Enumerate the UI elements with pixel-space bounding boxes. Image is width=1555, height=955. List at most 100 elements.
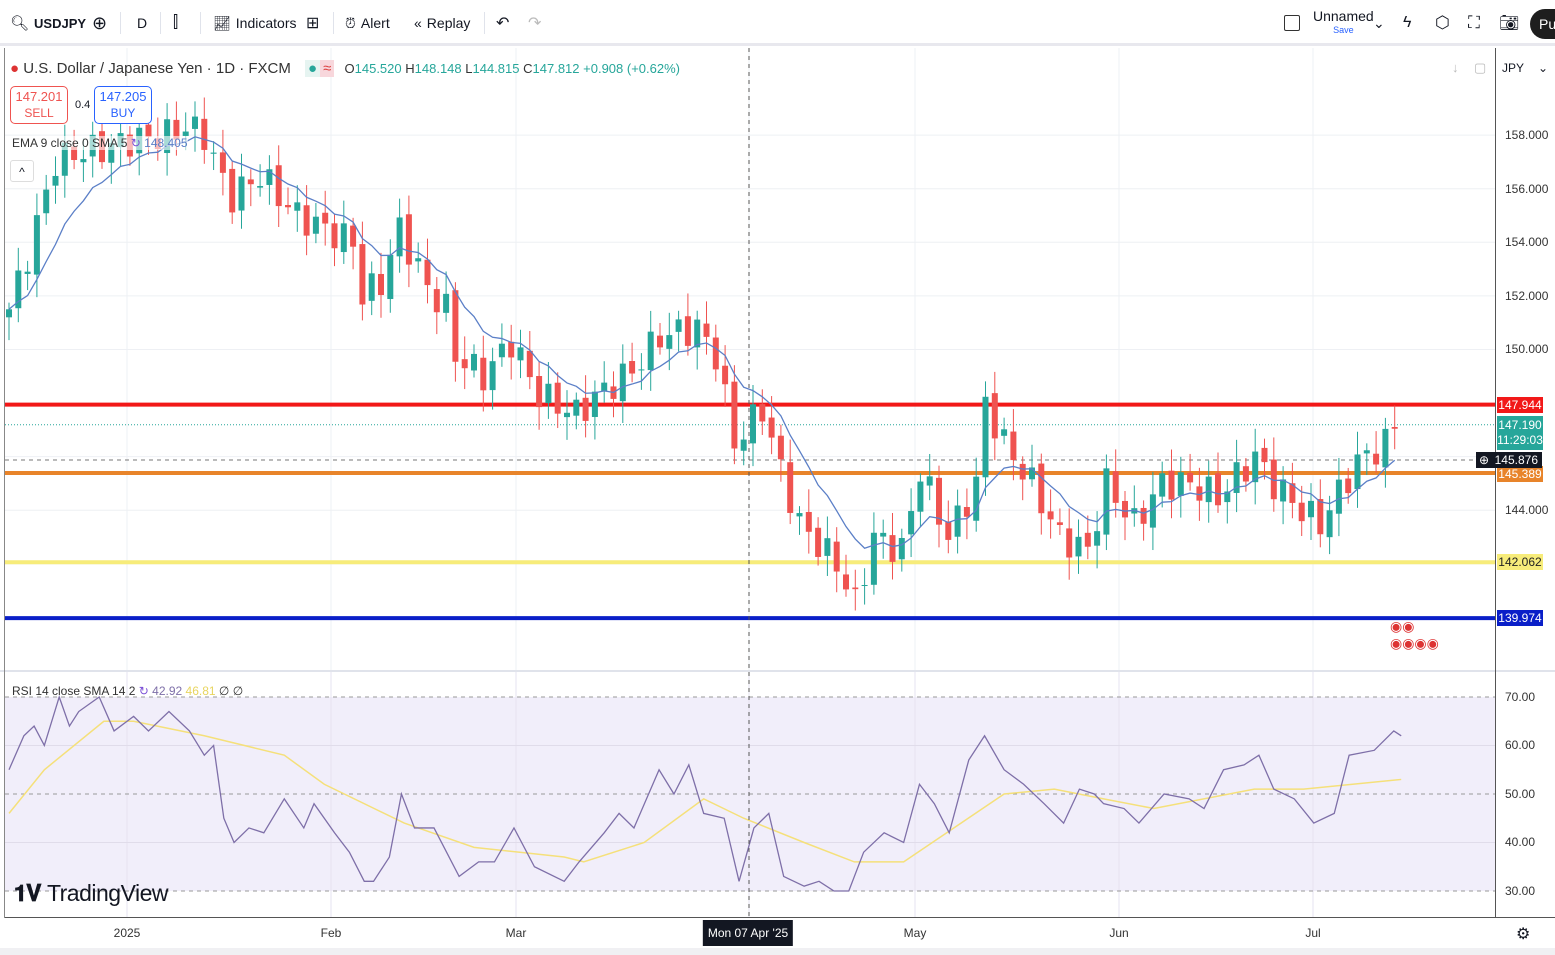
candle-body xyxy=(1066,528,1073,558)
candle-body xyxy=(33,215,40,275)
candle-body xyxy=(870,532,877,585)
rsi-label: 50.00 xyxy=(1505,787,1536,801)
candle-body xyxy=(1140,507,1147,524)
settings-icon[interactable]: ⬡ xyxy=(1435,13,1450,32)
rsi-sma-line xyxy=(8,720,1402,863)
candle-body xyxy=(1391,426,1398,429)
candles-icon[interactable]: ⫿ xyxy=(173,14,179,31)
layouts-icon[interactable]: ⊞ xyxy=(306,15,320,32)
candle-body xyxy=(387,254,394,300)
candle-body xyxy=(480,357,487,391)
candle-body xyxy=(24,271,31,274)
delayed-icon: ≈ xyxy=(320,60,335,77)
undo-icon[interactable]: ↶ xyxy=(496,15,510,32)
candle-body xyxy=(1205,476,1212,503)
settings-icon[interactable]: ⚙ xyxy=(1516,926,1531,943)
candle-body xyxy=(247,179,254,185)
camera-icon[interactable]: 📷︎ xyxy=(1499,15,1520,32)
candle-body xyxy=(601,382,608,392)
candle-body xyxy=(1010,431,1017,461)
add-symbol-icon[interactable]: ⊕ xyxy=(92,12,108,33)
candle-body xyxy=(173,119,180,140)
replay-button[interactable]: «Replay xyxy=(414,15,471,31)
candle-body xyxy=(1094,531,1101,546)
buy-button[interactable]: 147.205 BUY xyxy=(94,86,152,124)
candle-body xyxy=(815,527,822,557)
candle-body xyxy=(1270,459,1277,500)
crosshair-price-tag: ⊕ 145.876 xyxy=(1476,452,1542,468)
candle-body xyxy=(1308,500,1314,518)
candle-body xyxy=(954,505,961,537)
publish-button[interactable]: Pu xyxy=(1530,9,1555,39)
arrow-down-icon[interactable]: ↓ xyxy=(1452,60,1459,75)
candle-body xyxy=(257,186,264,188)
candle-body xyxy=(80,159,87,163)
layout-name-button[interactable]: Unnamed Save xyxy=(1313,8,1374,35)
candle-body xyxy=(201,118,208,150)
candle-body xyxy=(71,146,78,160)
rsi-pane[interactable] xyxy=(5,672,1495,917)
candle-body xyxy=(1317,499,1324,535)
candle-body xyxy=(145,124,152,137)
rsi-label: 30.00 xyxy=(1505,884,1536,898)
candle-body xyxy=(536,376,543,408)
time-label: Mar xyxy=(505,926,527,940)
candle-body xyxy=(926,476,933,486)
currency-select[interactable]: JPY ⌄ xyxy=(1502,61,1548,83)
alarm-icon: ⏰︎ xyxy=(345,14,356,31)
candle-body xyxy=(638,369,645,371)
candle-body xyxy=(331,223,338,249)
candle-body xyxy=(629,361,636,374)
interval-button[interactable]: D xyxy=(137,15,148,31)
symbol-search[interactable]: 🔍︎ USDJPY xyxy=(10,15,87,32)
candle-body xyxy=(6,309,12,318)
candle-body xyxy=(554,382,561,414)
candle-body xyxy=(61,142,68,176)
candle-body xyxy=(1363,450,1370,454)
candle-body xyxy=(1335,479,1342,514)
chevron-down-icon[interactable]: ⌄ xyxy=(1373,14,1385,31)
candle-body xyxy=(1382,428,1389,468)
price-axis[interactable] xyxy=(1495,48,1555,918)
candle-body xyxy=(1289,483,1296,503)
candle-body xyxy=(396,217,403,257)
candle-body xyxy=(368,273,375,301)
candle-body xyxy=(461,359,468,369)
time-label: May xyxy=(903,926,927,940)
candle-body xyxy=(192,116,198,129)
candle-body xyxy=(526,350,533,378)
candle-body xyxy=(1298,502,1305,522)
candle-body xyxy=(833,541,840,572)
rsi-label: 60.00 xyxy=(1505,738,1536,752)
indicators-icon: 📈︎ xyxy=(213,14,231,31)
candle-body xyxy=(991,393,998,439)
plus-icon[interactable]: ⊕ xyxy=(1479,453,1490,467)
candle-body xyxy=(322,212,329,224)
quick-search-icon[interactable]: ϟ xyxy=(1403,14,1412,31)
alert-button[interactable]: ⏰︎ Alert xyxy=(345,14,390,32)
candle-body xyxy=(564,412,570,418)
maximize-pane-icon[interactable]: ▢ xyxy=(1474,60,1487,75)
rsi-label: 70.00 xyxy=(1505,690,1536,704)
chart-legend: ● U.S. Dollar / Japanese Yen · 1D · FXCM… xyxy=(10,60,680,77)
candle-body xyxy=(1075,536,1082,557)
candle-body xyxy=(787,462,794,513)
indicators-button[interactable]: 📈︎ Indicators xyxy=(213,14,297,32)
economic-events-icon[interactable]: ◉◉ ◉◉◉◉ xyxy=(1390,618,1439,651)
candle-body xyxy=(405,214,412,265)
price-pane[interactable] xyxy=(5,48,1495,670)
sell-button[interactable]: 147.201 SELL xyxy=(10,86,68,124)
candle-body xyxy=(768,417,775,438)
fullscreen-icon[interactable]: ⛶ xyxy=(1468,13,1480,32)
refresh-icon: ↻ xyxy=(130,136,141,150)
candle-body xyxy=(777,435,784,460)
ema-legend[interactable]: EMA 9 close 0 SMA 5 ↻ 148.405 xyxy=(12,136,188,150)
layout-checkbox[interactable] xyxy=(1284,12,1300,34)
candle-body xyxy=(945,521,952,540)
rsi-legend[interactable]: RSI 14 close SMA 14 2 ↻ 42.92 46.81 ∅ ∅ xyxy=(12,684,244,698)
candle-body xyxy=(619,363,626,402)
candle-body xyxy=(647,331,654,371)
collapse-legend-button[interactable]: ^ xyxy=(10,160,34,182)
candle-body xyxy=(1252,451,1259,483)
redo-icon[interactable]: ↷ xyxy=(528,15,542,32)
